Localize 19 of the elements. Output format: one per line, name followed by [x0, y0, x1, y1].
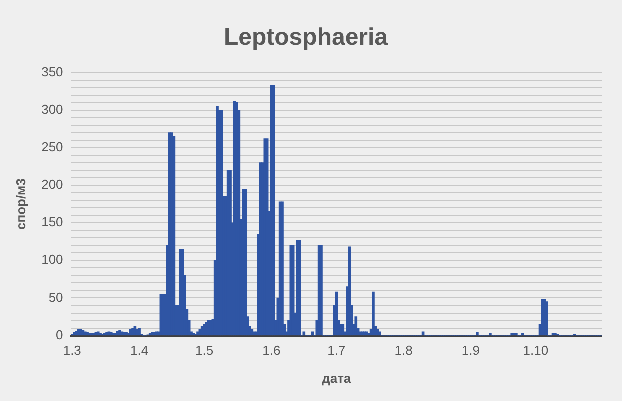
x-tick-label: 1.9 [462, 343, 480, 358]
y-tick-label: 100 [42, 252, 64, 268]
y-tick-label: 200 [42, 177, 64, 192]
chart-title: Leptosphaeria [224, 24, 389, 52]
x-tick-label: 1.10 [523, 343, 549, 358]
x-tick-label: 1.3 [63, 343, 82, 358]
x-tick-label: 1.5 [195, 343, 214, 358]
x-tick-label: 1.7 [328, 343, 346, 358]
x-tick-label: 1.6 [262, 343, 281, 358]
x-axis-title: дата [322, 370, 352, 386]
y-tick-label: 150 [42, 214, 64, 230]
y-tick-label: 0 [56, 327, 64, 342]
x-tick-label: 1.8 [394, 343, 413, 358]
y-tick-label: 50 [48, 290, 64, 305]
y-tick-label: 350 [42, 64, 64, 80]
y-tick-label: 250 [42, 140, 64, 155]
y-tick-label: 300 [42, 102, 64, 117]
y-axis-title: спор/м3 [13, 178, 28, 230]
x-tick-label: 1.4 [130, 343, 149, 358]
